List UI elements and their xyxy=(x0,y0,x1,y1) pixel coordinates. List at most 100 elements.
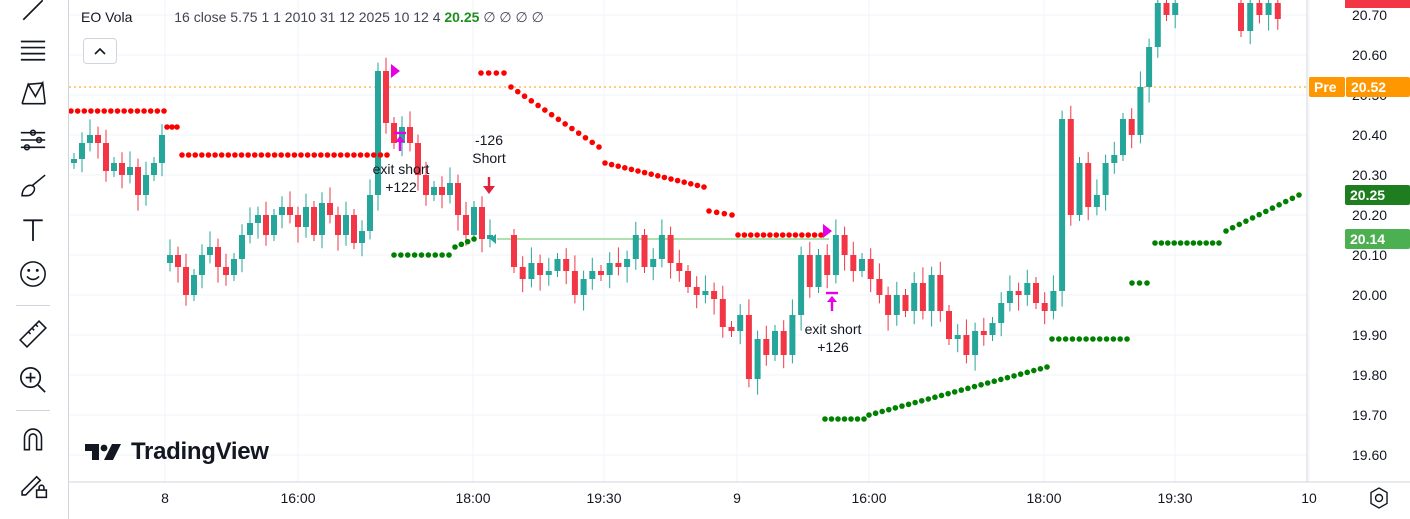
price-chart[interactable]: -126 Short exit short +122 exit short +126 20.… xyxy=(69,0,1410,519)
chart-area[interactable]: -126 Short exit short +122 exit short +126 20.… xyxy=(69,0,1410,519)
pattern-icon[interactable] xyxy=(10,76,56,112)
stop-long-dot xyxy=(1144,280,1150,286)
brush-icon[interactable] xyxy=(10,168,56,204)
stop-long-dot xyxy=(398,252,404,258)
time-tick-label: 8 xyxy=(161,490,169,506)
price-tick-label: 19.70 xyxy=(1352,407,1387,423)
trade-annotation-0: Short xyxy=(472,150,506,166)
lock-draw-icon[interactable] xyxy=(10,466,56,502)
stop-short-dot xyxy=(351,152,357,158)
stop-long-dot xyxy=(1090,336,1096,342)
stop-short-dot xyxy=(767,232,773,238)
pre-tag: Pre xyxy=(1314,79,1337,95)
zoom-in-icon[interactable] xyxy=(10,362,56,398)
stop-short-dot xyxy=(114,108,121,114)
stop-long-dot xyxy=(471,236,477,242)
stop-long-dot xyxy=(835,416,841,422)
candle-body xyxy=(215,247,221,267)
candle-body xyxy=(1137,87,1144,135)
candle-body xyxy=(1256,3,1263,15)
stop-short-dot xyxy=(615,163,621,169)
stop-long-dot xyxy=(425,252,432,258)
ruler-icon[interactable] xyxy=(10,316,56,352)
candle-body xyxy=(537,263,544,275)
candle-body xyxy=(95,135,101,143)
stop-long-dot xyxy=(1203,240,1209,246)
candle-body xyxy=(71,159,77,163)
candle-body xyxy=(79,143,85,159)
stop-long-dot xyxy=(841,416,848,422)
stop-long-dot xyxy=(1011,373,1017,379)
trade-annotation-1: exit short xyxy=(373,161,430,177)
stop-long-dot xyxy=(958,387,965,393)
stop-short-dot xyxy=(199,152,205,158)
candle-body xyxy=(263,215,269,235)
tradingview-logo: TradingView xyxy=(83,438,269,466)
price-tick-label: 20.60 xyxy=(1352,47,1387,63)
stop-long-dot xyxy=(1056,336,1062,342)
stop-long-dot xyxy=(1276,202,1282,208)
candle-body xyxy=(1102,163,1109,195)
stop-long-dot xyxy=(918,397,925,404)
forecast-icon[interactable] xyxy=(10,122,56,158)
stop-long-dot xyxy=(391,252,397,258)
stop-short-dot xyxy=(154,108,161,114)
stop-short-dot xyxy=(602,160,608,166)
price-tick-label: 19.60 xyxy=(1352,447,1387,463)
candle-body xyxy=(183,267,189,295)
stop-long-dot xyxy=(1049,336,1055,342)
trend-line-icon[interactable] xyxy=(10,0,56,28)
candle-body xyxy=(745,315,752,379)
stop-long-dot xyxy=(879,408,885,415)
stop-long-dot xyxy=(978,381,984,388)
stop-short-dot xyxy=(622,165,628,171)
stop-long-dot xyxy=(1124,336,1130,342)
stop-short-dot xyxy=(589,139,596,146)
stop-long-dot xyxy=(1171,240,1177,246)
stop-long-dot xyxy=(925,396,932,402)
stop-short-dot xyxy=(508,84,514,90)
toolbar-divider xyxy=(16,305,50,306)
legend-collapse-button[interactable] xyxy=(83,38,117,64)
pre-tag-bg xyxy=(1309,77,1345,97)
stop-short-dot xyxy=(668,176,674,182)
candle-body xyxy=(1041,303,1048,311)
fib-retracement-icon[interactable] xyxy=(10,32,56,68)
stop-long-dot xyxy=(945,390,951,397)
stop-long-dot xyxy=(932,394,938,401)
stop-short-dot xyxy=(799,232,805,238)
stop-short-dot xyxy=(324,152,331,158)
signal-marker xyxy=(823,224,832,238)
stop-long-dot xyxy=(1296,192,1302,198)
legend-value: 20.25 xyxy=(444,9,480,25)
stop-long-dot xyxy=(965,385,971,392)
price-tick-label: 20.00 xyxy=(1352,287,1387,303)
candle-body xyxy=(1111,155,1118,163)
candle-body xyxy=(902,295,909,311)
stop-short-dot xyxy=(641,169,648,176)
candle-body xyxy=(850,255,857,271)
stop-short-dot xyxy=(225,152,232,158)
candle-body xyxy=(1128,119,1135,135)
stop-long-dot xyxy=(1152,240,1158,246)
stop-short-dot xyxy=(337,152,344,158)
candle-body xyxy=(471,207,477,235)
legend-empty-values: ∅ ∅ ∅ ∅ xyxy=(483,9,544,25)
stop-long-dot xyxy=(1263,208,1269,215)
candle-body xyxy=(255,215,261,223)
text-icon[interactable] xyxy=(10,212,56,248)
magnet-icon[interactable] xyxy=(10,422,56,458)
emoji-icon[interactable] xyxy=(10,256,56,292)
candle-body xyxy=(1085,163,1092,207)
stop-short-dot xyxy=(232,152,238,158)
stop-short-dot xyxy=(127,108,134,114)
stop-short-dot xyxy=(747,232,754,238)
settings-gear-icon[interactable] xyxy=(1366,485,1392,511)
stop-short-dot xyxy=(344,152,351,158)
candle-body xyxy=(135,167,141,195)
candle-body xyxy=(598,271,604,275)
stop-short-dot xyxy=(238,152,245,158)
candle-body xyxy=(439,187,445,195)
candle-body xyxy=(815,255,822,287)
stop-short-dot xyxy=(792,232,799,238)
